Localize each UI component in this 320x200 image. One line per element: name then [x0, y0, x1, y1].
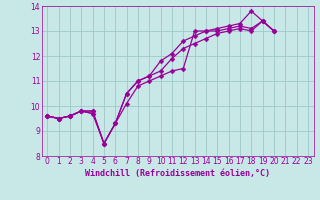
X-axis label: Windchill (Refroidissement éolien,°C): Windchill (Refroidissement éolien,°C) — [85, 169, 270, 178]
